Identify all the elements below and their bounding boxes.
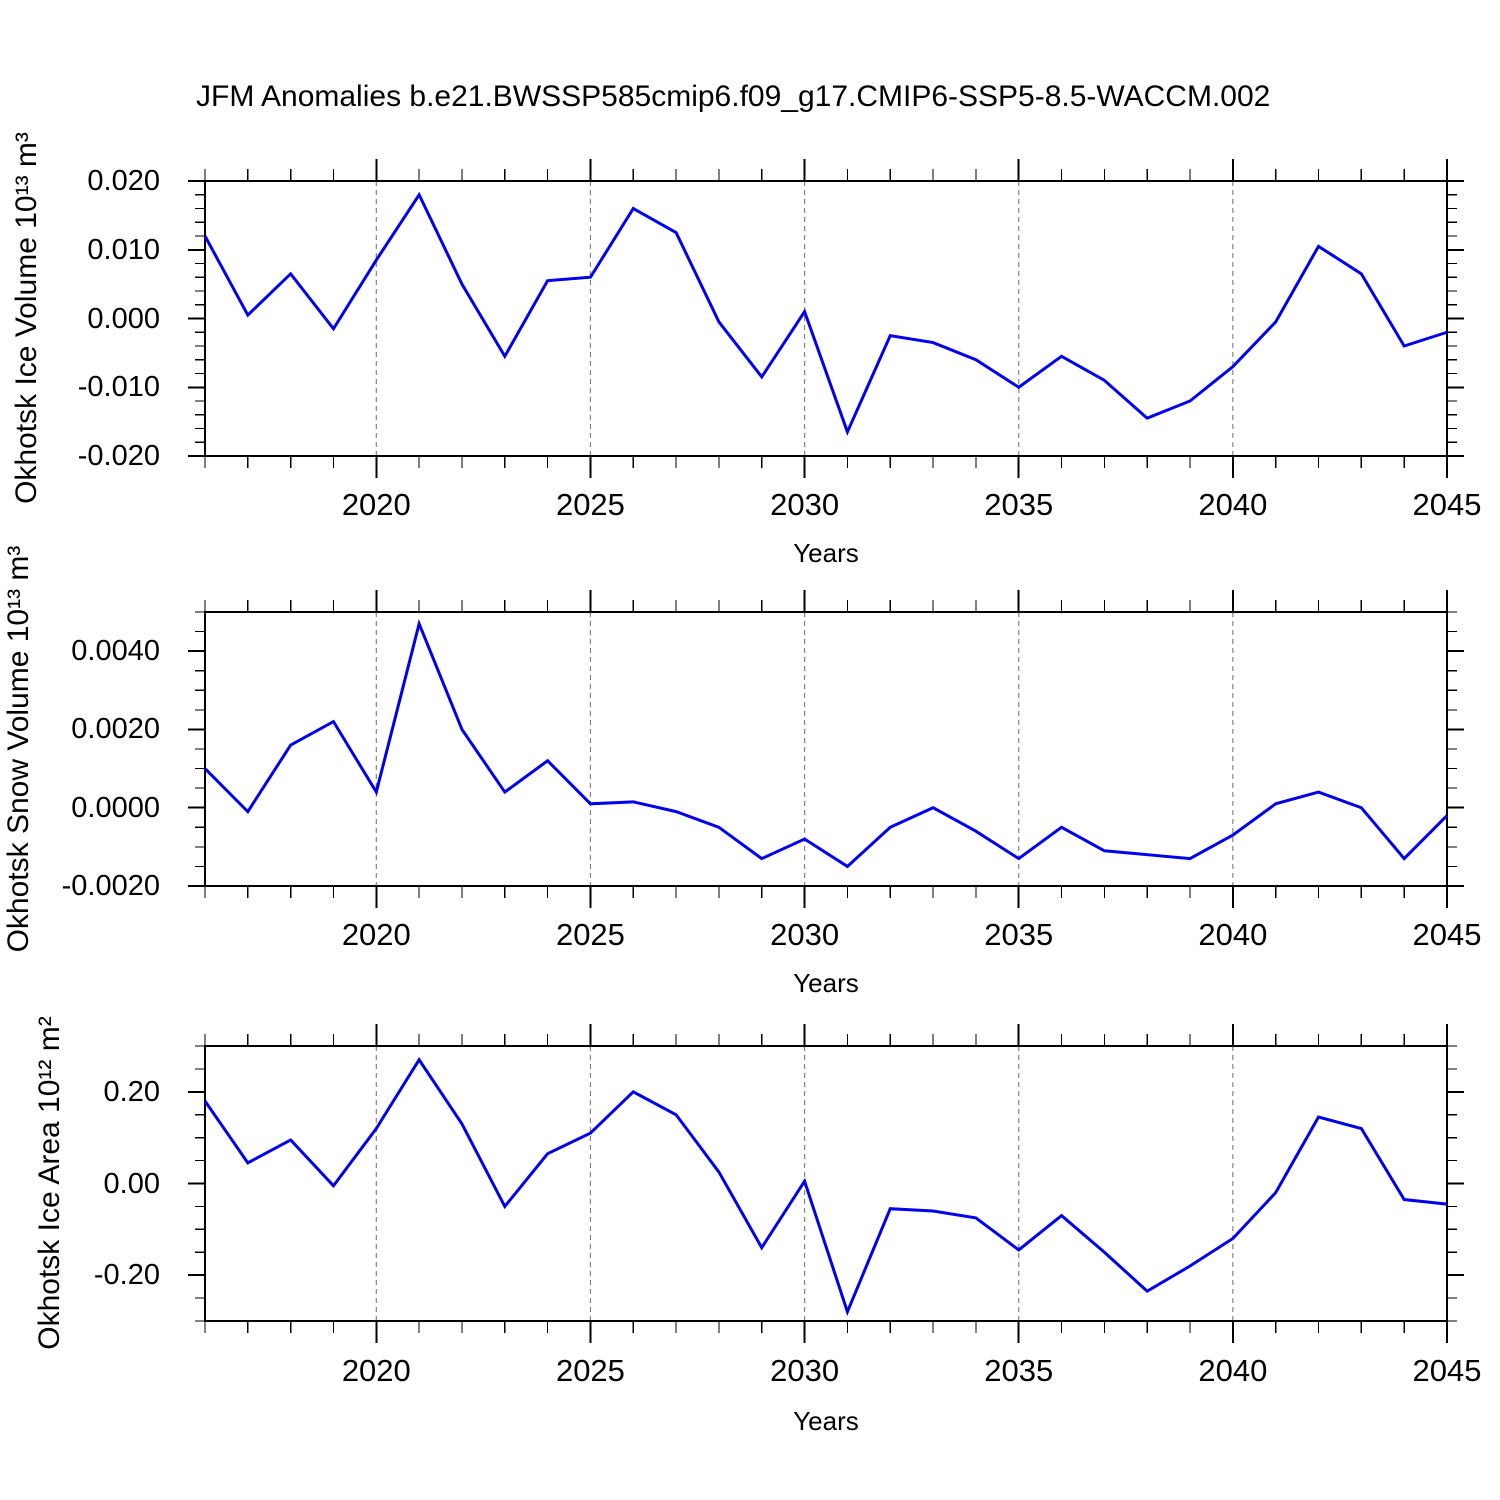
- x-tick-label: 2020: [341, 487, 411, 522]
- x-tick-label: 2025: [555, 917, 625, 952]
- x-tick-label: 2030: [770, 917, 840, 952]
- y-tick-label: -0.010: [77, 371, 160, 404]
- figure-title: JFM Anomalies b.e21.BWSSP585cmip6.f09_g1…: [196, 80, 1271, 113]
- x-tick-label: 2030: [770, 487, 840, 522]
- x-tick-label: 2045: [1412, 487, 1482, 522]
- y-tick-label: 0.00: [103, 1167, 160, 1200]
- x-tick-label: 2025: [555, 1353, 625, 1388]
- y-tick-label: -0.20: [93, 1259, 160, 1292]
- y-tick-label: 0.000: [87, 302, 160, 335]
- x-tick-label: 2045: [1412, 917, 1482, 952]
- x-tick-label: 2045: [1412, 1353, 1482, 1388]
- x-tick-label: 2030: [770, 1353, 840, 1388]
- y-tick-label: 0.020: [87, 165, 160, 197]
- x-axis-title-snow-volume: Years: [793, 968, 859, 998]
- x-tick-label: 2040: [1198, 917, 1268, 952]
- x-tick-label: 2040: [1198, 1353, 1268, 1388]
- x-axis-title-ice-volume: Years: [793, 538, 859, 568]
- x-tick-label: 2035: [984, 1353, 1054, 1388]
- x-tick-label: 2020: [341, 917, 411, 952]
- y-tick-label: 0.010: [87, 233, 160, 266]
- x-tick-label: 2025: [555, 487, 625, 522]
- x-tick-label: 2035: [984, 487, 1054, 522]
- x-tick-label: 2035: [984, 917, 1054, 952]
- y-tick-label: 0.0000: [71, 791, 160, 824]
- x-axis-title-ice-area: Years: [793, 1406, 859, 1436]
- y-tick-label: 0.20: [103, 1075, 160, 1108]
- x-tick-label: 2020: [341, 1353, 411, 1388]
- y-tick-label: -0.0020: [61, 870, 160, 902]
- x-tick-label: 2040: [1198, 487, 1268, 522]
- y-tick-label: 0.0040: [71, 635, 160, 668]
- y-tick-label: 0.0020: [71, 713, 160, 746]
- y-tick-label: -0.020: [77, 440, 160, 472]
